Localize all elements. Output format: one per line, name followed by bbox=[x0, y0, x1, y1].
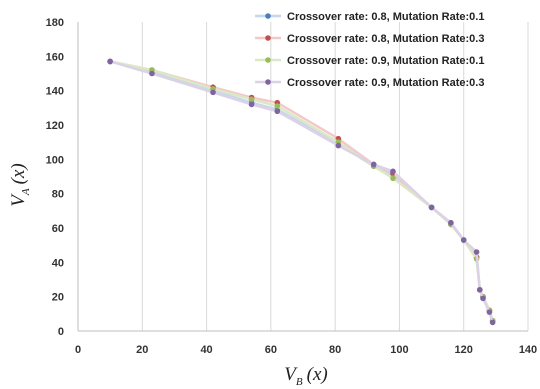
y-tick-label: 20 bbox=[52, 292, 64, 304]
x-tick-label: 60 bbox=[265, 344, 277, 356]
data-point bbox=[428, 204, 435, 211]
y-axis-label-main: V bbox=[8, 193, 29, 207]
x-tick-label: 0 bbox=[75, 344, 81, 356]
legend: Crossover rate: 0.8, Mutation Rate:0.1 Cr… bbox=[255, 11, 484, 89]
series-line bbox=[109, 60, 494, 322]
y-tick-label: 80 bbox=[52, 189, 64, 201]
legend-label: Crossover rate: 0.8, Mutation Rate:0.1 bbox=[287, 11, 484, 23]
x-tick-label: 40 bbox=[200, 344, 212, 356]
y-axis-label: VA (x) bbox=[8, 163, 32, 206]
legend-swatch-marker bbox=[265, 35, 271, 41]
y-tick-label: 40 bbox=[52, 257, 64, 269]
x-tick-label: 120 bbox=[455, 344, 473, 356]
data-point bbox=[489, 319, 496, 326]
data-point bbox=[390, 168, 396, 175]
legend-label: Crossover rate: 0.8, Mutation Rate:0.3 bbox=[287, 33, 484, 45]
data-point bbox=[107, 58, 113, 65]
x-axis-label-sub: B bbox=[296, 376, 303, 388]
legend-entry-3: Crossover rate: 0.9, Mutation Rate:0.1 bbox=[255, 55, 484, 67]
y-axis-label-arg: (x) bbox=[8, 163, 29, 184]
series-1 bbox=[107, 58, 496, 324]
legend-entry-1: Crossover rate: 0.8, Mutation Rate:0.1 bbox=[255, 11, 484, 23]
legend-swatch-marker bbox=[265, 57, 271, 63]
data-point bbox=[274, 103, 281, 109]
data-point bbox=[149, 70, 155, 77]
x-tick-label: 80 bbox=[329, 344, 341, 356]
x-tick-label: 20 bbox=[136, 344, 148, 356]
data-point bbox=[473, 249, 480, 255]
series-line bbox=[109, 60, 494, 322]
tick-labels: 0 20 40 60 80 100 120 140 0 20 40 60 80 100 120 140 160 1… bbox=[46, 17, 538, 356]
legend-entry-4: Crossover rate: 0.9, Mutation Rate:0.3 bbox=[255, 77, 484, 89]
data-point bbox=[486, 309, 493, 315]
y-tick-label: 0 bbox=[58, 326, 64, 338]
data-point bbox=[480, 295, 486, 302]
data-point bbox=[248, 96, 255, 103]
legend-entry-2: Crossover rate: 0.8, Mutation Rate:0.3 bbox=[255, 33, 484, 45]
y-tick-label: 60 bbox=[52, 223, 64, 235]
data-point bbox=[390, 175, 396, 182]
y-tick-label: 140 bbox=[46, 86, 64, 98]
x-axis-label-main: V bbox=[284, 364, 298, 385]
data-point bbox=[448, 220, 454, 226]
legend-swatch-marker bbox=[265, 13, 271, 19]
legend-swatch-marker bbox=[265, 79, 271, 85]
data-series bbox=[107, 58, 496, 326]
y-tick-label: 100 bbox=[46, 154, 64, 166]
x-axis-label: VB (x) bbox=[284, 364, 327, 388]
y-axis-label-sub: A bbox=[20, 188, 32, 196]
axes bbox=[77, 22, 528, 332]
series-line bbox=[109, 60, 494, 322]
x-axis-label-arg: (x) bbox=[307, 364, 328, 385]
series-3 bbox=[107, 58, 496, 324]
y-tick-label: 180 bbox=[46, 17, 64, 29]
y-tick-label: 120 bbox=[46, 120, 64, 132]
data-point bbox=[476, 287, 483, 293]
data-point bbox=[370, 161, 377, 168]
legend-label: Crossover rate: 0.9, Mutation Rate:0.3 bbox=[287, 77, 484, 89]
series-line bbox=[109, 60, 494, 323]
vertical-gridlines bbox=[141, 22, 529, 331]
data-point bbox=[460, 237, 467, 243]
data-point bbox=[210, 89, 216, 96]
data-point bbox=[335, 142, 342, 149]
y-tick-label: 160 bbox=[46, 51, 64, 63]
data-point bbox=[248, 101, 255, 108]
series-2 bbox=[107, 58, 496, 324]
series-4 bbox=[107, 58, 496, 326]
x-tick-label: 140 bbox=[519, 344, 537, 356]
data-point bbox=[274, 108, 281, 115]
legend-label: Crossover rate: 0.9, Mutation Rate:0.1 bbox=[287, 55, 484, 67]
x-tick-label: 100 bbox=[390, 344, 408, 356]
